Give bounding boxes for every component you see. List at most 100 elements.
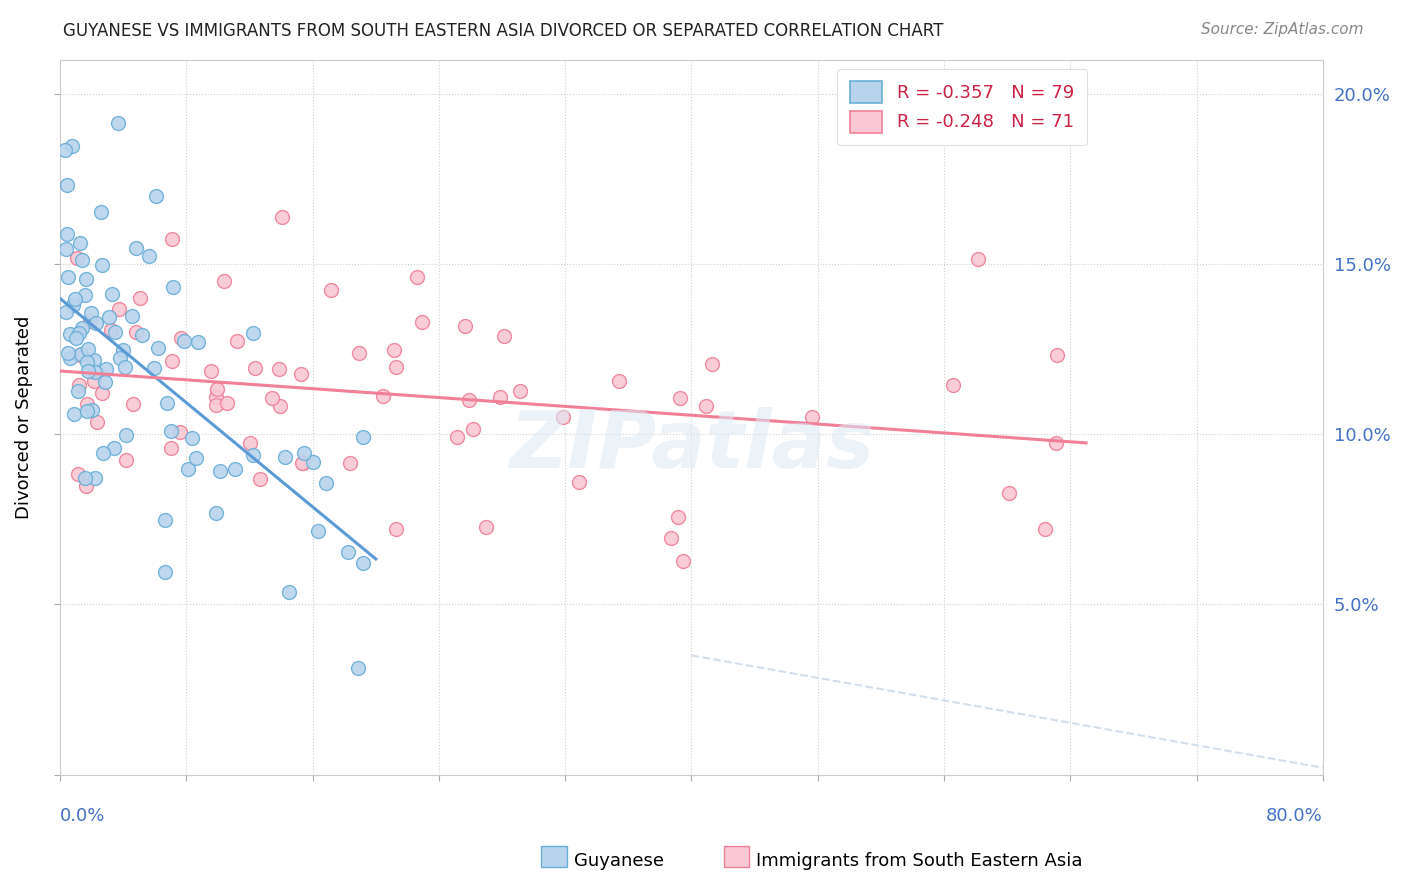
Point <box>352 430 374 444</box>
Point <box>290 367 312 381</box>
Point <box>489 390 512 404</box>
Point <box>200 364 222 378</box>
Point <box>75 479 97 493</box>
Point <box>90 204 112 219</box>
Point <box>155 513 177 527</box>
Point <box>568 475 591 489</box>
Point <box>278 585 301 599</box>
Point <box>666 509 689 524</box>
Point <box>700 357 723 371</box>
Point <box>173 334 195 348</box>
Point <box>162 279 184 293</box>
Point <box>80 305 103 319</box>
Point <box>159 424 181 438</box>
Point <box>243 361 266 376</box>
Point <box>181 431 204 445</box>
Point <box>107 116 129 130</box>
Text: 80.0%: 80.0% <box>1267 806 1323 825</box>
Point <box>226 334 249 348</box>
Point <box>260 391 283 405</box>
Point <box>112 343 135 357</box>
Point <box>59 351 82 365</box>
Point <box>214 273 236 287</box>
Point <box>385 522 408 536</box>
Point <box>800 410 823 425</box>
Text: ZIPatlas: ZIPatlas <box>509 407 875 484</box>
Point <box>69 348 91 362</box>
Point <box>307 524 329 538</box>
Legend: R = -0.357   N = 79, R = -0.248   N = 71: R = -0.357 N = 79, R = -0.248 N = 71 <box>837 69 1087 145</box>
Point <box>63 407 86 421</box>
Point <box>382 343 405 358</box>
Point <box>177 462 200 476</box>
Point <box>79 314 101 328</box>
Point <box>942 378 965 392</box>
Point <box>55 178 77 192</box>
Point <box>695 399 717 413</box>
Point <box>108 351 131 366</box>
Point <box>352 556 374 570</box>
Point <box>76 404 98 418</box>
Point <box>96 361 118 376</box>
Point <box>160 353 183 368</box>
Point <box>124 325 146 339</box>
Point <box>73 288 96 302</box>
Point <box>204 506 226 520</box>
Point <box>384 359 406 374</box>
Point <box>70 321 93 335</box>
Point <box>70 253 93 268</box>
Point <box>302 455 325 469</box>
Point <box>607 374 630 388</box>
Point <box>114 360 136 375</box>
Point <box>100 323 122 337</box>
Point <box>411 315 433 329</box>
Point <box>249 472 271 486</box>
Point <box>446 430 468 444</box>
Point <box>86 415 108 429</box>
Point <box>97 310 120 324</box>
Point <box>208 464 231 478</box>
Point <box>170 331 193 345</box>
Point <box>347 661 370 675</box>
Point <box>967 252 990 266</box>
Point <box>553 409 575 424</box>
Point <box>122 397 145 411</box>
Point <box>83 353 105 368</box>
Point <box>148 341 170 355</box>
Y-axis label: Divorced or Separated: Divorced or Separated <box>15 316 32 519</box>
Point <box>138 249 160 263</box>
Point <box>67 384 90 398</box>
Point <box>56 346 79 360</box>
Point <box>70 347 93 361</box>
Point <box>62 298 84 312</box>
Text: GUYANESE VS IMMIGRANTS FROM SOUTH EASTERN ASIA DIVORCED OR SEPARATED CORRELATION: GUYANESE VS IMMIGRANTS FROM SOUTH EASTER… <box>63 22 943 40</box>
Text: Source: ZipAtlas.com: Source: ZipAtlas.com <box>1201 22 1364 37</box>
Point <box>1045 436 1067 450</box>
Point <box>56 270 79 285</box>
Point <box>60 139 83 153</box>
Point <box>75 470 97 484</box>
Point <box>84 471 107 485</box>
Point <box>100 286 122 301</box>
Point <box>292 456 315 470</box>
Point <box>67 326 90 340</box>
Point <box>115 427 138 442</box>
Point <box>76 355 98 369</box>
Point <box>53 144 76 158</box>
Point <box>91 385 114 400</box>
Point <box>55 227 77 241</box>
Point <box>76 364 98 378</box>
Point <box>349 346 371 360</box>
Text: 0.0%: 0.0% <box>60 806 105 825</box>
Point <box>458 393 481 408</box>
Point <box>187 334 209 349</box>
Point <box>336 544 359 558</box>
Point <box>75 272 97 286</box>
Point <box>242 448 264 462</box>
Point <box>671 554 693 568</box>
Point <box>91 446 114 460</box>
Point <box>69 235 91 250</box>
Point <box>406 270 429 285</box>
Point <box>1033 522 1056 536</box>
Point <box>83 374 105 388</box>
